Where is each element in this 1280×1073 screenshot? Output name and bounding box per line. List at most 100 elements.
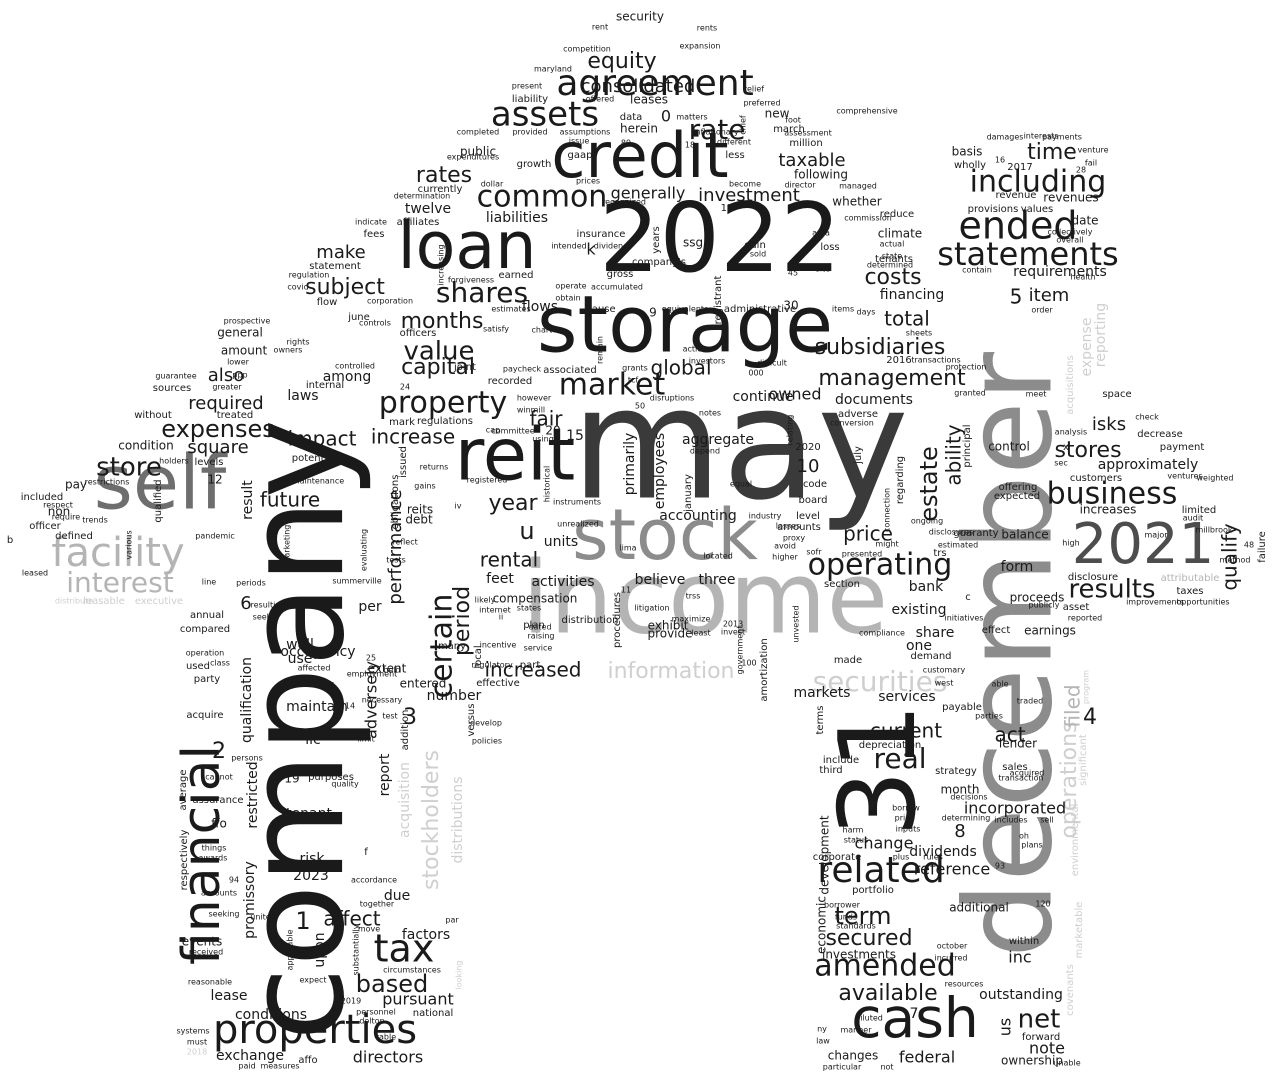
word-executive: executive xyxy=(135,596,183,607)
word-borrow: borrow xyxy=(892,804,920,813)
word-accounting: accounting xyxy=(659,508,736,524)
word-debt: debt xyxy=(405,513,433,527)
word-maximize: maximize xyxy=(672,615,711,624)
word-additional: additional xyxy=(949,901,1009,915)
word-addition: addition xyxy=(400,710,411,751)
word-class: class xyxy=(210,659,230,668)
word-asset: asset xyxy=(1063,602,1090,613)
word-6: 6 xyxy=(240,593,251,614)
word-registered: registered xyxy=(467,476,508,485)
word-board: board xyxy=(799,495,828,506)
word-completed: completed xyxy=(457,128,499,137)
word-disruptions: disruptions xyxy=(650,394,694,403)
word-currently: currently xyxy=(418,184,463,195)
word-cash: cash xyxy=(851,986,978,1050)
word-inputs: inputs xyxy=(896,825,921,834)
word-borrower: borrower xyxy=(824,901,861,910)
word-higher: higher xyxy=(772,553,798,562)
word-opportunities: opportunities xyxy=(1176,598,1229,607)
word-12: 12 xyxy=(207,473,222,487)
word-applicable: applicable xyxy=(286,929,295,970)
word-customary: customary xyxy=(923,666,966,675)
word-2017: 2017 xyxy=(1007,162,1032,173)
word-area: area xyxy=(812,229,830,238)
word-stock: stock xyxy=(572,494,758,576)
word-2019: 2019 xyxy=(341,997,361,1006)
word-related: related xyxy=(817,850,944,891)
word-restrictions: restrictions xyxy=(85,478,130,487)
word-cannot: cannot xyxy=(205,773,232,782)
word-lender: lender xyxy=(999,737,1037,751)
word-notes: notes xyxy=(699,409,721,418)
word-develop: develop xyxy=(470,719,502,728)
word-months: months xyxy=(401,309,484,334)
word-items: items xyxy=(832,305,854,314)
word-ppp: ppp xyxy=(232,371,247,380)
word-parties: parties xyxy=(975,712,1003,721)
word-affect: affect xyxy=(323,907,380,931)
word-filed: filed xyxy=(1061,684,1085,727)
word-become: become xyxy=(729,180,761,189)
word-determined: determined xyxy=(867,261,913,270)
word-whether: whether xyxy=(832,195,881,209)
word-incentive: incentive xyxy=(480,641,517,650)
word-events: events xyxy=(182,935,222,949)
word-flows: flows xyxy=(522,299,558,315)
word-estate: estate xyxy=(915,446,943,522)
word-unrealized: unrealized xyxy=(557,520,599,529)
word-reduce: reduce xyxy=(880,209,914,220)
word-expect: expect xyxy=(299,976,326,985)
word-included: included xyxy=(21,492,64,503)
word-taxable: taxable xyxy=(778,150,845,171)
word-risk: risk xyxy=(299,851,325,867)
word-upon: upon xyxy=(312,932,328,967)
word-exchange: exchange xyxy=(216,1048,284,1064)
word-controls: controls xyxy=(359,319,391,328)
word-earnings: earnings xyxy=(1024,624,1076,638)
word-taxes: taxes xyxy=(1176,586,1203,597)
word-levels: levels xyxy=(195,457,224,468)
word-following: following xyxy=(794,168,848,182)
word-issued: issued xyxy=(398,446,409,478)
word-transactions: transactions xyxy=(911,356,960,365)
word-table: table xyxy=(376,1033,396,1042)
word-sources: sources xyxy=(153,383,191,394)
word-13: 13 xyxy=(721,203,734,214)
word-price: price xyxy=(843,522,893,546)
word-require: require xyxy=(52,513,81,522)
word-conditions: conditions xyxy=(235,1007,307,1023)
word-future: future xyxy=(260,488,320,512)
word-preferred: preferred xyxy=(743,99,780,108)
word-fees: fees xyxy=(363,229,384,240)
word-service: service xyxy=(524,644,553,653)
word-interests: interests xyxy=(1024,132,1059,141)
word-paycheck: paycheck xyxy=(503,365,542,374)
word-restricted: restricted xyxy=(245,761,261,828)
word-store: store xyxy=(96,453,162,483)
word-libor: libor xyxy=(316,680,334,689)
word-disclosures: disclosures xyxy=(929,528,973,537)
word-herein: herein xyxy=(620,122,658,136)
word-25: 25 xyxy=(366,654,376,663)
word-section: section xyxy=(824,579,860,590)
word-pandemic: pandemic xyxy=(195,532,234,541)
word-intended: intended xyxy=(551,242,587,251)
word-relief: relief xyxy=(744,85,764,94)
word-amounts: amounts xyxy=(777,522,821,533)
word-statements: statements xyxy=(937,235,1118,273)
word-values: values xyxy=(1021,204,1054,215)
word-without: without xyxy=(134,410,172,421)
word-ventures: ventures xyxy=(1167,472,1202,481)
word-report: report xyxy=(377,753,393,796)
word-committee: committee xyxy=(491,427,534,436)
word-presented: presented xyxy=(842,550,882,559)
word-depreciation: depreciation xyxy=(859,740,921,751)
word-initiatives: initiatives xyxy=(945,614,984,623)
word-march: march xyxy=(773,124,805,135)
word-paid: paid xyxy=(238,1062,255,1071)
word-50: 50 xyxy=(635,402,645,411)
word-offering: offering xyxy=(999,482,1038,493)
word-likely: likely xyxy=(475,596,496,605)
word-occupancy: occupancy xyxy=(280,644,355,660)
word-amount: amount xyxy=(221,344,268,358)
